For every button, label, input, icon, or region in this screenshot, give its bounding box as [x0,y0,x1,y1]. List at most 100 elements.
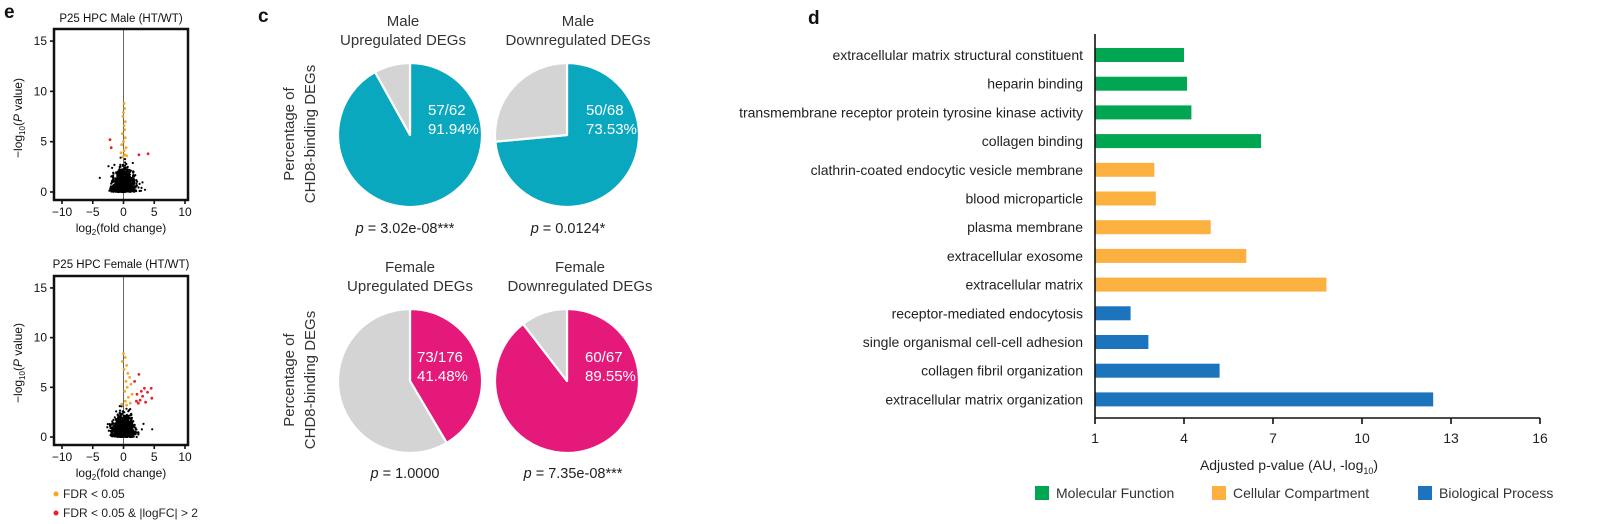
point-not-significant [121,185,124,188]
point-not-significant [126,424,129,427]
point-fdr-logfc [135,399,138,403]
point-not-significant [119,416,123,419]
point-not-significant [125,421,128,425]
point-not-significant [119,183,122,186]
point-not-significant [125,413,128,416]
category-label: collagen binding [982,133,1083,149]
point-not-significant [121,412,124,415]
point-not-significant [126,165,129,168]
point-not-significant [128,414,132,417]
point-fdr [123,399,127,403]
pie-slice-other [521,307,569,383]
y-axis-label: −log10(P value) [11,78,27,158]
x-tick-label: 10 [178,205,192,219]
point-not-significant [126,182,129,185]
bar-legend: Molecular Function Cellular Compartment … [1035,485,1553,501]
point-fdr-logfc [137,153,141,157]
point-not-significant [116,430,120,433]
point-not-significant [119,420,122,423]
point-not-significant [124,427,127,430]
pie-male-downregulated: Male Downregulated DEGs 50/68 73.53% p =… [493,13,651,237]
point-fdr-logfc [138,398,142,402]
point-not-significant [132,174,135,177]
category-label: receptor-mediated endocytosis [892,305,1083,321]
point-not-significant [115,425,118,429]
point-not-significant [106,423,109,426]
point-not-significant [123,411,126,414]
bar-plasma-membrane [1095,220,1211,235]
point-not-significant [119,165,122,168]
pie-percent-label: 73.53% [586,121,637,138]
pie-fraction-label: 57/62 [428,102,466,119]
point-fdr [120,143,124,147]
legend-label-fdr-logfc: FDR < 0.05 & |logFC| > 2 [63,506,198,520]
point-not-significant [111,186,114,189]
plot-frame [52,27,190,202]
category-label: extracellular matrix [966,277,1083,293]
bar-collagen-fibril-organization [1095,363,1220,378]
point-not-significant [134,426,137,429]
point-not-significant [138,182,141,185]
point-fdr [125,385,129,389]
pie-fraction-label: 60/67 [585,349,623,366]
point-not-significant [123,185,126,188]
point-not-significant [133,430,136,434]
point-not-significant [124,187,128,190]
bar-receptor-mediated-endocytosis [1095,306,1131,321]
x-tick-label: −10 [52,205,73,219]
point-fdr-logfc [139,389,143,393]
point-not-significant [118,411,121,414]
point-not-significant [112,424,115,427]
point-not-significant [108,424,112,427]
point-not-significant [119,413,122,417]
pie-p-value: p = 0.0124* [530,221,606,237]
pie-panel: Percentage of CHD8-binding DEGs Percenta… [281,13,653,482]
point-not-significant [121,175,125,178]
x-tick-label: 1 [1091,430,1099,446]
category-label: blood microparticle [966,191,1084,207]
point-not-significant [107,429,110,432]
pie-p-value: p = 1.0000 [370,466,440,482]
category-label: clathrin-coated endocytic vesicle membra… [811,162,1084,178]
x-tick-label: 0 [120,205,127,219]
bar-heparin-binding [1095,76,1187,91]
point-not-significant [110,429,113,432]
point-fdr [123,356,127,359]
point-not-significant [135,431,139,434]
point-fdr-logfc [146,152,150,156]
y-tick-label: 5 [40,380,47,394]
volcano-plot-male: P25 HPC Male (HT/WT) −10 −5 0 5 10 0 5 10 15 log… [11,13,192,237]
point-not-significant [128,425,131,428]
point-fdr [128,376,132,379]
point-not-significant [135,435,138,439]
x-tick-label: 4 [1180,430,1188,446]
point-not-significant [115,178,118,181]
point-not-significant [127,410,130,413]
point-not-significant [133,179,136,183]
point-not-significant [127,428,130,431]
point-not-significant [124,435,127,438]
legend-label-fdr: FDR < 0.05 [63,487,125,501]
bar-transmembrane-receptor-protein-tyrosine-kinase-activity [1095,105,1192,120]
point-not-significant [126,184,130,187]
panel-letter-d: d [808,8,820,29]
point-fdr [120,360,124,363]
point-not-significant [128,172,131,175]
y-tick-label: 10 [34,331,48,345]
volcano-points [98,30,150,199]
point-not-significant [140,428,143,431]
point-not-significant [117,419,120,422]
x-tick-label: 5 [151,205,158,219]
point-not-significant [133,185,136,188]
point-not-significant [121,429,124,432]
point-not-significant [132,178,136,181]
bar-extracellular-exosome [1095,248,1247,263]
x-axis-label: log2(fold change) [76,466,167,482]
point-not-significant [109,434,112,437]
x-tick-label: −10 [52,450,73,464]
x-tick-label: 5 [151,450,158,464]
point-not-significant [130,430,133,433]
bar-collagen-binding [1095,134,1262,149]
point-not-significant [121,181,124,184]
category-label: collagen fibril organization [921,363,1083,379]
